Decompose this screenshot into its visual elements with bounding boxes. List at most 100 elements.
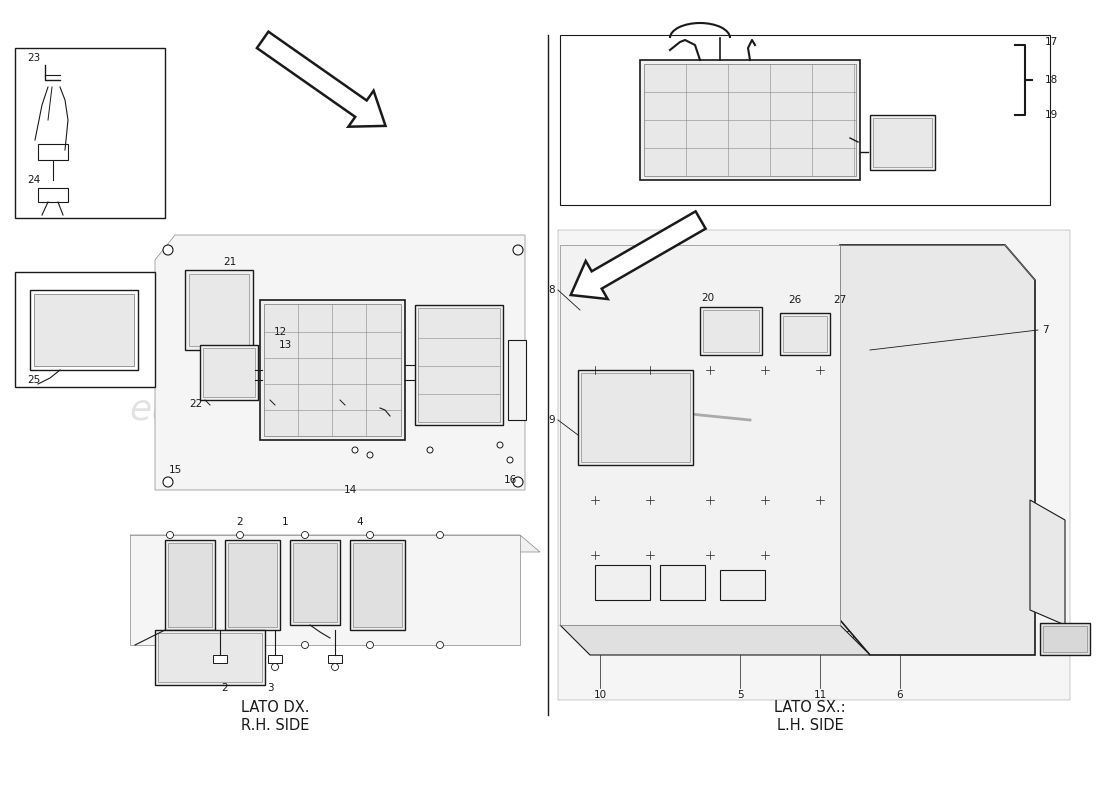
Text: 9: 9 xyxy=(549,415,556,425)
Text: 2: 2 xyxy=(222,683,229,693)
Circle shape xyxy=(166,531,174,538)
Bar xyxy=(581,435,690,462)
Bar xyxy=(415,305,503,425)
Bar xyxy=(870,115,935,170)
Text: 15: 15 xyxy=(168,465,182,475)
Circle shape xyxy=(591,366,600,374)
Bar xyxy=(264,304,402,436)
Circle shape xyxy=(50,179,57,187)
Circle shape xyxy=(301,642,308,649)
Bar xyxy=(720,570,764,600)
Circle shape xyxy=(163,477,173,487)
Bar xyxy=(1040,623,1090,655)
Polygon shape xyxy=(130,535,540,552)
Bar xyxy=(353,543,402,627)
Bar xyxy=(581,406,690,433)
Bar xyxy=(30,290,138,370)
Bar xyxy=(228,543,277,627)
Bar xyxy=(34,294,134,366)
Text: 24: 24 xyxy=(28,175,41,185)
Circle shape xyxy=(923,146,931,154)
Text: 21: 21 xyxy=(223,257,236,267)
Bar xyxy=(213,655,227,663)
Bar xyxy=(595,565,650,600)
Polygon shape xyxy=(257,32,385,126)
Circle shape xyxy=(497,442,503,448)
Bar xyxy=(290,540,340,625)
Bar xyxy=(780,313,830,355)
Bar xyxy=(581,377,690,404)
Circle shape xyxy=(366,531,374,538)
Text: LATO SX.:: LATO SX.: xyxy=(774,701,846,715)
Text: 2: 2 xyxy=(236,517,243,527)
Bar xyxy=(15,48,165,218)
Polygon shape xyxy=(560,625,870,655)
Circle shape xyxy=(761,496,769,504)
Circle shape xyxy=(991,251,999,259)
Bar xyxy=(39,188,68,202)
Text: L.H. SIDE: L.H. SIDE xyxy=(777,718,844,733)
Circle shape xyxy=(166,642,174,649)
Circle shape xyxy=(882,372,958,448)
Text: 10: 10 xyxy=(593,690,606,700)
Bar xyxy=(158,633,262,682)
Circle shape xyxy=(761,551,769,559)
Text: 3: 3 xyxy=(266,683,273,693)
Bar xyxy=(189,274,249,346)
Circle shape xyxy=(352,447,358,453)
Circle shape xyxy=(706,366,714,374)
Text: 5: 5 xyxy=(737,690,744,700)
Circle shape xyxy=(871,496,899,524)
Bar xyxy=(260,300,405,440)
Circle shape xyxy=(761,366,769,374)
Bar xyxy=(581,373,690,462)
Text: eurospares: eurospares xyxy=(129,393,331,427)
Polygon shape xyxy=(840,245,1035,655)
Polygon shape xyxy=(1030,500,1065,625)
Polygon shape xyxy=(571,211,705,299)
Circle shape xyxy=(513,245,522,255)
Bar xyxy=(703,310,759,352)
Circle shape xyxy=(996,596,1004,604)
Bar xyxy=(130,535,520,645)
Bar xyxy=(1043,626,1087,652)
Text: R.H. SIDE: R.H. SIDE xyxy=(241,718,309,733)
Text: 14: 14 xyxy=(343,485,356,495)
Circle shape xyxy=(331,663,339,670)
Text: LATO DX.: LATO DX. xyxy=(241,701,309,715)
Bar xyxy=(640,60,860,180)
Text: 25: 25 xyxy=(28,375,41,385)
Bar xyxy=(204,348,255,397)
Bar xyxy=(508,340,526,420)
Circle shape xyxy=(437,531,443,538)
Circle shape xyxy=(591,496,600,504)
Circle shape xyxy=(437,642,443,649)
Text: 7: 7 xyxy=(1042,325,1048,335)
Bar xyxy=(226,540,280,630)
Bar xyxy=(700,307,762,355)
Circle shape xyxy=(646,366,654,374)
Bar xyxy=(328,655,342,663)
Circle shape xyxy=(513,477,522,487)
Circle shape xyxy=(427,447,433,453)
Bar xyxy=(168,543,212,627)
Circle shape xyxy=(846,631,854,639)
Text: 4: 4 xyxy=(356,517,363,527)
Circle shape xyxy=(236,642,243,649)
Text: 11: 11 xyxy=(813,690,826,700)
Circle shape xyxy=(217,663,223,670)
Circle shape xyxy=(816,496,824,504)
Text: 17: 17 xyxy=(1045,37,1058,47)
Text: 26: 26 xyxy=(789,295,802,305)
Circle shape xyxy=(943,348,967,372)
Circle shape xyxy=(366,642,374,649)
Circle shape xyxy=(996,346,1004,354)
Circle shape xyxy=(706,496,714,504)
Bar xyxy=(560,35,1050,205)
Circle shape xyxy=(301,531,308,538)
Text: 19: 19 xyxy=(1045,110,1058,120)
Polygon shape xyxy=(155,235,525,490)
Circle shape xyxy=(908,348,1012,452)
Text: 20: 20 xyxy=(702,293,715,303)
Text: 27: 27 xyxy=(834,295,847,305)
